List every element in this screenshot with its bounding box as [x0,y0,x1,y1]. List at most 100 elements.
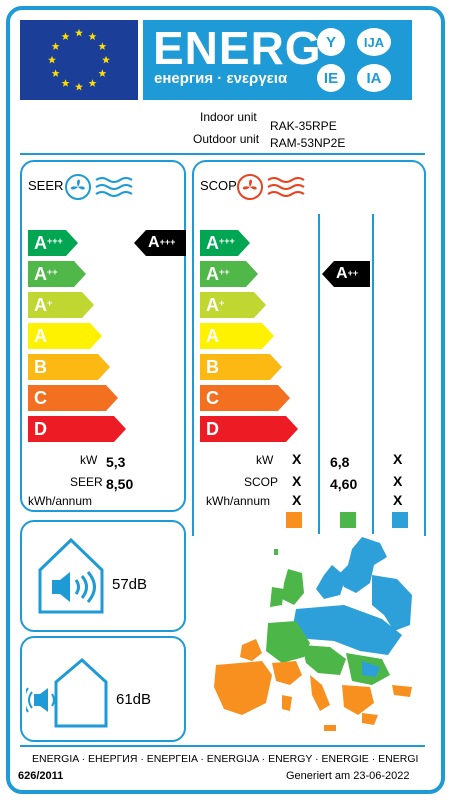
scop-class-plus: +++ [219,236,235,246]
eu-star-icon [51,42,60,50]
colder-kw-value: X [393,451,403,467]
eu-star-icon [48,55,56,64]
seer-class-plus: + [47,298,53,308]
europe-climate-map [214,537,412,731]
lang-badge-ija: IJA [357,28,391,56]
seer-class-letter: A [34,295,47,315]
seer-seer-value: 8,50 [106,476,134,492]
outdoor-noise-value: 61dB [116,691,152,708]
scop-class-letter: D [206,419,219,439]
seer-panel: SEER A+++ A++ A+ A B C D A+++ kW 5,3 SEER 8,50… [20,160,186,512]
average-zone-square [340,512,356,528]
seer-seer-label: SEER [70,475,103,489]
scop-class-plus: ++ [219,267,230,277]
footer-divider [20,745,425,747]
seer-rating-arrow [134,230,186,256]
seer-class-bar: A+++ [28,230,78,256]
scop-scop-label: SCOP [244,475,279,489]
colder-kwh-value: X [393,492,403,508]
average-kw-value: 6,8 [330,454,350,470]
warmer-kw-value: X [292,451,302,467]
seer-class-plus: ++ [47,267,58,277]
energy-banner: ENERG енергия · ενεργεια Y IJA IE IA [143,20,412,100]
scop-rating-letter: A [336,265,348,282]
seer-class-bar: D [28,416,126,442]
eu-star-icon [88,79,97,87]
eu-star-icon [98,42,107,50]
seer-kw-label: kW [80,453,98,467]
warmer-scop-value: X [292,473,302,489]
eu-stars-icon [48,28,110,91]
seer-title: SEER [28,178,64,193]
lang-badge-y: Y [317,28,345,56]
scop-class-bar: C [200,385,290,411]
eu-star-icon [88,32,97,41]
warmer-kwh-value: X [292,492,302,508]
seer-kw-value: 5,3 [106,454,126,470]
scop-class-arrow [200,292,266,318]
seer-class-bar: B [28,354,110,380]
scop-class-bar: A+++ [200,230,250,256]
seer-rating-indicator: A+++ [134,230,186,261]
indoor-speaker-house-icon [38,537,104,614]
eu-flag [20,20,138,100]
seer-rating-plus: +++ [159,237,176,247]
scop-class-letter: A [206,233,219,253]
seer-class-arrow [28,354,110,380]
average-scop-value: 4,60 [330,476,358,492]
zone-divider-warm-average [318,214,320,534]
seer-rating-letter: A [148,234,160,251]
seer-class-arrow [28,230,78,256]
warmer-zone-square [286,512,302,528]
outdoor-unit-label: Outdoor unit [193,132,260,146]
scop-class-arrow [200,261,258,287]
scop-class-bar: A [200,323,274,349]
indoor-unit-label: Indoor unit [200,110,257,124]
scop-class-arrow [200,323,274,349]
outdoor-unit-model: RAM-53NP2E [270,136,346,150]
scop-kw-label: kW [256,453,274,467]
seer-class-letter: A [34,233,47,253]
scop-class-letter: C [206,388,219,408]
scop-class-letter: A [206,326,219,346]
outdoor-speaker-house-icon [26,658,108,728]
lang-badge-ie: IE [317,64,345,92]
heating-fan-icon [237,174,305,200]
scop-panel: SCOP A+++ A++ A+ A B C D A++ kW SCOP kWh/annum… [192,160,426,536]
seer-class-letter: A [34,264,47,284]
scop-class-arrow [200,385,290,411]
colder-scop-value: X [393,473,403,489]
seer-class-bar: A [28,323,102,349]
zone-divider-average-cold [372,214,374,534]
scop-class-plus: + [219,298,225,308]
seer-class-letter: A [34,326,47,346]
seer-class-bar: C [28,385,118,411]
energy-label-frame [6,6,445,794]
seer-class-letter: D [34,419,47,439]
scop-class-letter: B [206,357,219,377]
energy-subtitle: енергия · ενεργεια [154,70,288,87]
footer-languages: ENERGIA · ЕНЕРГИЯ · ΕΝΕΡΓΕΙΑ · ENERGIJA … [32,753,419,765]
generated-date: Generiert am 23-06-2022 [286,770,410,782]
scop-class-letter: A [206,264,219,284]
eu-star-icon [102,55,110,64]
eu-star-icon [61,79,70,87]
indoor-noise-value: 57dB [112,576,148,593]
seer-class-bar: A++ [28,261,86,287]
header-divider [20,153,425,155]
colder-zone-square [392,512,408,528]
seer-class-arrow [28,261,86,287]
scop-class-arrow [200,354,282,380]
seer-kwh-label: kWh/annum [28,494,93,508]
outdoor-noise-panel: 61dB [20,636,186,742]
scop-class-letter: A [206,295,219,315]
scop-kwh-label: kWh/annum [206,494,271,508]
seer-class-letter: B [34,357,47,377]
scop-class-bar: A+ [200,292,266,318]
energy-word: ENERG [153,22,322,74]
eu-star-icon [61,32,70,41]
scop-rating-indicator: A++ [322,261,370,292]
seer-class-arrow [28,292,94,318]
scop-title: SCOP [200,178,237,193]
scop-class-bar: B [200,354,282,380]
